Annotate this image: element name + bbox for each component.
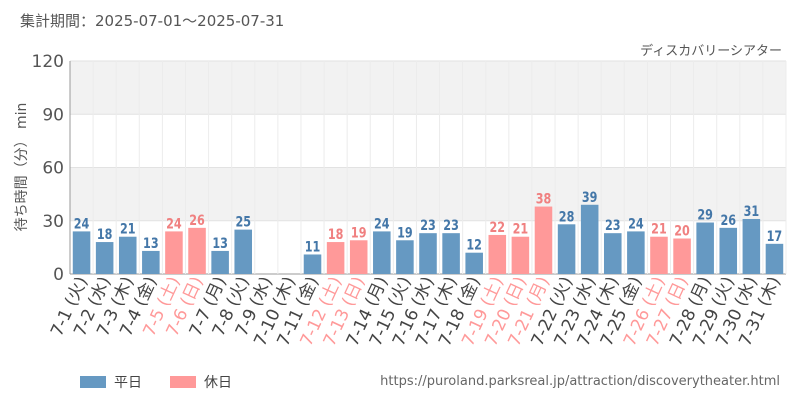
bar-holiday: [349, 240, 368, 274]
data-label: 29: [697, 206, 713, 223]
bar-holiday: [673, 238, 691, 274]
x-axis: 7-1 (火)7-2 (水)7-3 (木)7-4 (金)7-5 (土)7-6 (…: [47, 274, 785, 350]
data-label: 24: [628, 215, 644, 232]
bar-weekday: [303, 254, 322, 274]
bar-weekday: [419, 233, 437, 274]
bar-weekday: [72, 231, 91, 274]
bar-weekday: [465, 252, 483, 274]
bar-weekday: [396, 240, 414, 274]
data-label: 28: [559, 208, 575, 225]
bar-weekday: [696, 222, 714, 274]
data-label: 23: [443, 217, 459, 234]
background-bands: [70, 61, 786, 221]
data-label: 19: [397, 224, 413, 241]
background-band: [70, 61, 786, 115]
data-label: 19: [351, 224, 367, 241]
y-axis: 0 30 60 90 120: [32, 52, 71, 285]
legend-swatch-weekday: [80, 376, 106, 388]
period-label: 集計期間：2025-07-01～2025-07-31: [20, 12, 285, 30]
bar-weekday: [580, 204, 599, 274]
bar-weekday: [373, 231, 391, 274]
data-label: 24: [166, 215, 182, 232]
data-label: 31: [744, 203, 760, 220]
legend: 平日 休日: [80, 372, 260, 392]
data-label: 26: [720, 212, 736, 229]
data-labels: 24 18 21 13 24 26 13 25 11 18 19 24 19 23 23 12 22 21 38 28…: [74, 189, 782, 255]
bar-weekday: [442, 233, 460, 274]
data-label: 13: [212, 235, 228, 252]
bar-weekday: [765, 243, 784, 274]
bar-holiday: [188, 227, 206, 274]
data-label: 20: [674, 222, 690, 239]
bar-holiday: [326, 242, 345, 274]
data-label: 22: [490, 219, 506, 236]
attraction-name: ディスカバリーシアター: [640, 44, 782, 59]
source-url: https://puroland.parksreal.jp/attraction…: [380, 374, 780, 389]
data-label: 18: [328, 226, 344, 243]
bar-weekday: [234, 229, 253, 274]
data-label: 23: [605, 217, 621, 234]
y-axis-label: 待ち時間（分） min: [14, 103, 30, 232]
y-tick-label: 0: [53, 265, 64, 285]
legend-label-holiday: 休日: [204, 375, 232, 391]
y-tick-label: 60: [42, 159, 64, 179]
background-band: [70, 167, 786, 221]
legend-item-weekday: 平日: [80, 372, 142, 392]
bar-weekday: [603, 233, 622, 274]
bar-holiday: [165, 231, 183, 274]
y-tick-label: 120: [32, 52, 64, 72]
data-label: 17: [767, 228, 783, 245]
bar-weekday: [95, 242, 114, 274]
bar-weekday: [211, 250, 229, 274]
data-label: 21: [120, 220, 136, 237]
bar-weekday: [627, 231, 645, 274]
data-label: 12: [466, 236, 482, 253]
bar-weekday: [742, 218, 761, 274]
bar-holiday: [488, 234, 507, 274]
bar-holiday: [650, 236, 668, 274]
y-tick-label: 30: [42, 212, 64, 232]
data-label: 25: [235, 213, 251, 230]
bar-weekday: [557, 224, 576, 274]
bar-holiday: [511, 236, 530, 274]
bar-weekday: [142, 250, 160, 274]
legend-swatch-holiday: [170, 376, 196, 388]
data-label: 38: [536, 190, 552, 207]
data-label: 21: [651, 220, 667, 237]
y-tick-label: 90: [42, 105, 64, 125]
bar-holiday: [534, 206, 553, 274]
data-label: 23: [420, 217, 436, 234]
data-label: 11: [305, 238, 321, 255]
data-label: 24: [374, 215, 390, 232]
legend-item-holiday: 休日: [170, 372, 232, 392]
data-label: 13: [143, 235, 159, 252]
data-label: 26: [189, 212, 205, 229]
bars: [72, 204, 784, 274]
bar-weekday: [118, 236, 137, 274]
data-label: 39: [582, 189, 598, 206]
data-label: 18: [97, 226, 113, 243]
data-label: 21: [513, 220, 529, 237]
grid-lines: [69, 60, 787, 275]
data-label: 24: [74, 215, 90, 232]
bar-weekday: [719, 227, 738, 274]
legend-label-weekday: 平日: [114, 375, 142, 391]
